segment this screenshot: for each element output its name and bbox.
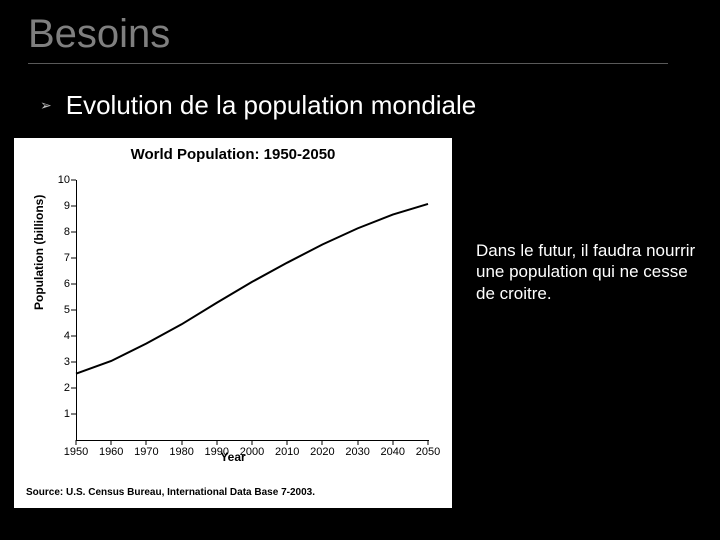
bullet-row: ➢ Evolution de la population mondiale xyxy=(40,90,476,121)
y-tick-mark xyxy=(71,232,76,233)
y-tick-label: 3 xyxy=(48,356,70,368)
y-tick-label: 1 xyxy=(48,408,70,420)
plot-area: 12345678910 1950196019701980199020002010… xyxy=(76,180,428,440)
title-block: Besoins xyxy=(28,12,668,64)
x-tick-mark xyxy=(357,440,358,445)
x-tick-mark xyxy=(111,440,112,445)
bullet-arrow-icon: ➢ xyxy=(40,97,52,114)
y-tick-label: 5 xyxy=(48,304,70,316)
x-tick-mark xyxy=(76,440,77,445)
y-tick-mark xyxy=(71,310,76,311)
y-tick-label: 6 xyxy=(48,278,70,290)
side-note: Dans le futur, il faudra nourrir une pop… xyxy=(476,240,700,304)
x-tick-mark xyxy=(216,440,217,445)
x-tick-mark xyxy=(181,440,182,445)
y-tick-mark xyxy=(71,258,76,259)
y-tick-label: 4 xyxy=(48,330,70,342)
y-tick-mark xyxy=(71,362,76,363)
x-tick-mark xyxy=(392,440,393,445)
x-tick-mark xyxy=(428,440,429,445)
chart-title: World Population: 1950-2050 xyxy=(14,146,452,163)
y-tick-label: 9 xyxy=(48,200,70,212)
x-tick-mark xyxy=(146,440,147,445)
y-tick-label: 7 xyxy=(48,252,70,264)
y-tick-mark xyxy=(71,414,76,415)
title-rule xyxy=(28,63,668,64)
x-tick-mark xyxy=(252,440,253,445)
x-tick-mark xyxy=(287,440,288,445)
y-tick-label: 10 xyxy=(48,174,70,186)
y-tick-mark xyxy=(71,180,76,181)
y-tick-label: 8 xyxy=(48,226,70,238)
y-axis-label: Population (billions) xyxy=(32,195,46,310)
y-tick-mark xyxy=(71,388,76,389)
bullet-text: Evolution de la population mondiale xyxy=(66,90,477,121)
y-tick-mark xyxy=(71,284,76,285)
line-series xyxy=(76,180,428,440)
chart-source: Source: U.S. Census Bureau, Internationa… xyxy=(26,487,315,498)
y-tick-mark xyxy=(71,336,76,337)
x-axis-label: Year xyxy=(14,450,452,464)
chart-container: World Population: 1950-2050 Population (… xyxy=(14,138,452,508)
y-tick-label: 2 xyxy=(48,382,70,394)
slide: Besoins ➢ Evolution de la population mon… xyxy=(0,0,720,540)
x-tick-mark xyxy=(322,440,323,445)
y-tick-mark xyxy=(71,206,76,207)
slide-title: Besoins xyxy=(28,12,668,57)
